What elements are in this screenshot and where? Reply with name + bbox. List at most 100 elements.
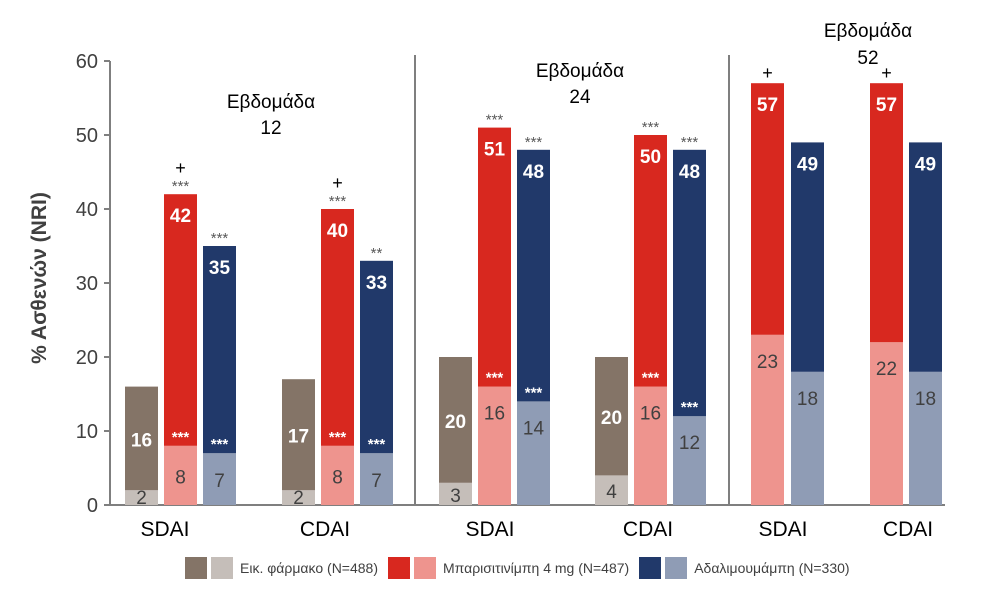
bar-high-ada <box>909 142 942 372</box>
data-label-low: 12 <box>679 433 700 454</box>
x-category-label: CDAI <box>883 518 933 541</box>
bar-high-placebo <box>125 386 158 491</box>
bar-high-bari <box>478 127 511 387</box>
y-axis-label: % Ασθενών (NRI) <box>28 192 51 364</box>
top-significance-marker: *** <box>172 178 190 195</box>
bar-low-bari <box>634 386 667 505</box>
legend-label-bari: Μπαρισιτινίμπη 4 mg (N=487) <box>443 560 630 576</box>
bar-high-bari <box>751 83 784 335</box>
bar-low-placebo <box>439 482 472 505</box>
legend-swatch-placebo-dark <box>185 557 207 579</box>
top-significance-marker: *** <box>681 134 699 151</box>
legend-swatch-bari-light <box>414 557 436 579</box>
plus-marker: + <box>332 173 343 193</box>
low-significance-marker: *** <box>486 370 504 387</box>
x-category-label: SDAI <box>140 518 189 541</box>
data-label-low: 4 <box>606 482 617 503</box>
bar-low-bari <box>321 445 354 505</box>
legend-label-placebo: Εικ. φάρμακο (N=488) <box>240 560 378 576</box>
bar-low-bari <box>751 334 784 505</box>
y-tick-label: 30 <box>76 273 98 295</box>
data-label-total: 57 <box>876 95 897 116</box>
bar-high-bari <box>164 194 197 446</box>
legend-swatch-placebo-light <box>211 557 233 579</box>
data-label-low: 2 <box>293 488 304 509</box>
top-significance-marker: *** <box>329 193 347 210</box>
plus-marker: + <box>762 63 773 83</box>
bar-high-bari <box>634 135 667 387</box>
data-label-total: 16 <box>131 430 152 451</box>
low-significance-marker: *** <box>329 429 347 446</box>
data-label-total: 20 <box>445 412 466 433</box>
low-significance-marker: *** <box>368 436 386 453</box>
data-label-low: 3 <box>450 486 461 507</box>
data-label-total: 40 <box>327 221 348 242</box>
data-label-low: 8 <box>175 467 186 488</box>
data-label-low: 22 <box>876 359 897 380</box>
bar-high-ada <box>203 246 236 454</box>
plus-marker: + <box>175 158 186 178</box>
data-label-total: 33 <box>366 273 387 294</box>
data-label-low: 23 <box>757 352 778 373</box>
data-label-total: 51 <box>484 140 506 161</box>
axes: 0 10 20 30 40 50 60 <box>76 51 945 517</box>
bar-low-ada <box>791 371 824 505</box>
bar-high-placebo <box>282 379 315 491</box>
data-label-low: 18 <box>915 389 936 410</box>
legend-item-ada: Αδαλιμουμάμπη (N=330) <box>639 557 850 579</box>
data-label-total: 42 <box>170 206 191 227</box>
top-significance-marker: ** <box>371 245 383 262</box>
plus-marker: + <box>881 63 892 83</box>
data-label-low: 7 <box>214 471 225 492</box>
bar-low-bari <box>164 445 197 505</box>
low-significance-marker: *** <box>172 429 190 446</box>
data-label-total: 35 <box>209 258 231 279</box>
x-category-label: SDAI <box>465 518 514 541</box>
panel-title: Εβδομάδα <box>227 92 315 113</box>
data-label-total: 50 <box>640 147 661 168</box>
panel-title: Εβδομάδα <box>824 21 912 42</box>
y-tick-label: 50 <box>76 125 98 147</box>
bar-high-placebo <box>595 357 628 476</box>
bars <box>125 83 942 505</box>
x-category-label: CDAI <box>623 518 673 541</box>
data-label-total: 49 <box>915 154 936 175</box>
y-tick-label: 20 <box>76 347 98 369</box>
y-tick-label: 0 <box>87 495 98 517</box>
bar-low-placebo <box>595 475 628 505</box>
bar-low-placebo <box>282 490 315 505</box>
bar-high-bari <box>321 209 354 446</box>
bar-high-ada <box>673 149 706 417</box>
data-label-total: 17 <box>288 427 309 448</box>
bar-low-ada <box>909 371 942 505</box>
bar-low-ada <box>517 401 550 505</box>
legend: Εικ. φάρμακο (N=488) Μπαρισιτινίμπη 4 mg… <box>185 555 860 581</box>
data-label-low: 16 <box>484 404 505 425</box>
bar-low-ada <box>203 453 236 505</box>
labels: Εβδομάδα12SDAI162428******+357******CDAI… <box>131 21 936 541</box>
bar-high-ada <box>517 149 550 402</box>
legend-swatch-ada-light <box>665 557 688 579</box>
bar-low-ada <box>673 416 706 505</box>
data-label-low: 16 <box>640 404 661 425</box>
bar-high-placebo <box>439 357 472 483</box>
data-label-total: 57 <box>757 95 778 116</box>
data-label-total: 48 <box>523 162 544 183</box>
bar-low-placebo <box>125 490 158 505</box>
bar-low-ada <box>360 453 393 505</box>
top-significance-marker: *** <box>525 134 543 151</box>
panel-title: Εβδομάδα <box>536 61 624 82</box>
low-significance-marker: *** <box>211 436 229 453</box>
data-label-total: 49 <box>797 154 818 175</box>
y-tick-label: 40 <box>76 199 98 221</box>
low-significance-marker: *** <box>642 370 660 387</box>
x-category-label: CDAI <box>300 518 350 541</box>
data-label-low: 2 <box>136 488 147 509</box>
legend-swatch-ada-dark <box>639 557 662 579</box>
panel-title-week: 24 <box>569 87 591 108</box>
panel-title-week: 52 <box>857 48 878 69</box>
legend-swatch-bari-dark <box>388 557 410 579</box>
x-category-label: SDAI <box>758 518 807 541</box>
top-significance-marker: *** <box>211 230 229 247</box>
